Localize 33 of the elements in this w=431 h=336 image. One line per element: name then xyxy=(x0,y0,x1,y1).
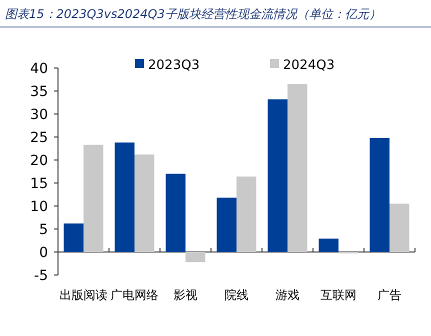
y-tick-label: 40 xyxy=(30,61,48,77)
bar xyxy=(134,154,154,252)
legend-label: 2024Q3 xyxy=(283,58,335,73)
y-tick-label: 35 xyxy=(30,84,48,100)
y-tick-label: 25 xyxy=(30,130,48,146)
bar xyxy=(186,252,206,262)
x-tick-label: 影视 xyxy=(174,288,198,302)
x-tick-label: 广电网络 xyxy=(110,288,158,302)
x-tick-label: 游戏 xyxy=(276,288,300,302)
y-tick-label: 0 xyxy=(39,245,48,261)
x-tick-label: 院线 xyxy=(224,288,248,302)
y-tick-label: -5 xyxy=(34,268,48,284)
bar xyxy=(268,99,288,252)
x-tick-label: 广告 xyxy=(378,288,402,302)
bar xyxy=(236,176,256,252)
bar xyxy=(64,223,84,252)
bar xyxy=(318,238,338,252)
legend-label: 2023Q3 xyxy=(148,58,200,73)
chart-title: 图表15：2023Q3vs2024Q3子版块经营性现金流情况（单位：亿元） xyxy=(5,7,381,21)
bar xyxy=(288,84,308,252)
y-tick-label: 15 xyxy=(30,176,48,192)
bar xyxy=(166,174,186,252)
bar xyxy=(114,142,134,252)
x-tick-label: 互联网 xyxy=(320,288,356,302)
y-tick-label: 10 xyxy=(30,199,48,215)
y-tick-label: 5 xyxy=(39,222,48,238)
y-tick-label: 20 xyxy=(30,153,48,169)
y-tick-label: 30 xyxy=(30,107,48,123)
bar xyxy=(84,144,104,252)
bar xyxy=(390,204,410,252)
bar xyxy=(370,138,390,252)
bar xyxy=(216,198,236,252)
x-tick-label: 出版阅读 xyxy=(60,288,108,302)
